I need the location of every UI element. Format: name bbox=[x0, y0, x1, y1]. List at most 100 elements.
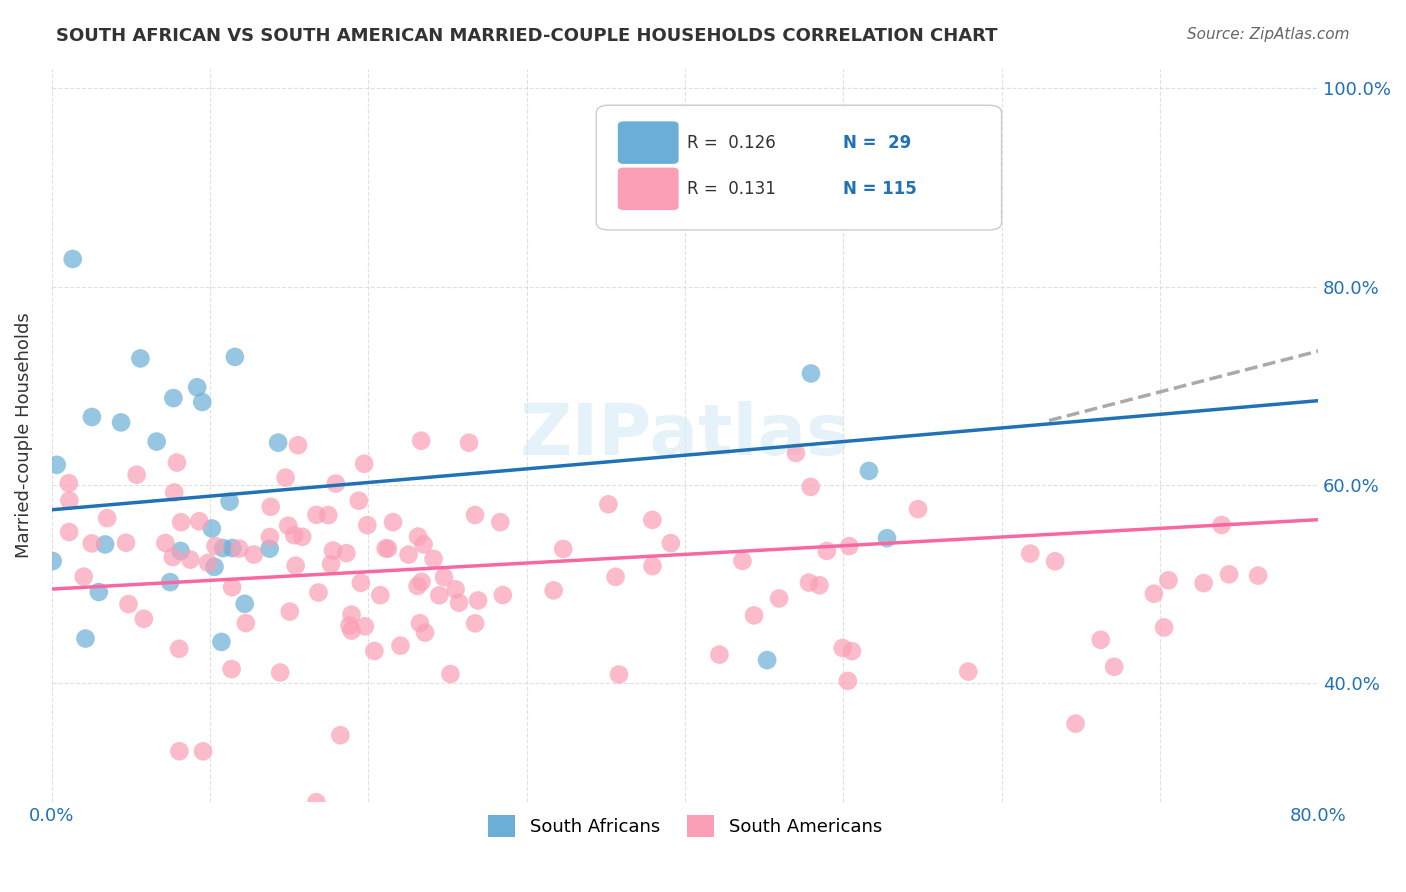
Point bbox=[284, 558, 307, 573]
Point bbox=[221, 580, 243, 594]
Point bbox=[186, 380, 208, 394]
Point bbox=[411, 574, 433, 589]
Point bbox=[368, 588, 391, 602]
Point bbox=[553, 541, 575, 556]
Point bbox=[815, 544, 838, 558]
Point bbox=[235, 616, 257, 631]
Point bbox=[96, 511, 118, 525]
Point bbox=[191, 395, 214, 409]
Point bbox=[1211, 518, 1233, 533]
Point bbox=[422, 552, 444, 566]
Point bbox=[125, 467, 148, 482]
Y-axis label: Married-couple Households: Married-couple Households bbox=[15, 312, 32, 558]
Point bbox=[267, 435, 290, 450]
Point bbox=[162, 391, 184, 405]
Point bbox=[756, 653, 779, 667]
Point bbox=[543, 583, 565, 598]
Point bbox=[287, 438, 309, 452]
Point bbox=[957, 665, 980, 679]
Point bbox=[800, 480, 823, 494]
Point bbox=[1247, 568, 1270, 582]
Text: Source: ZipAtlas.com: Source: ZipAtlas.com bbox=[1187, 27, 1350, 42]
Point bbox=[742, 608, 765, 623]
Point bbox=[316, 508, 339, 522]
Point bbox=[94, 537, 117, 551]
Text: SOUTH AFRICAN VS SOUTH AMERICAN MARRIED-COUPLE HOUSEHOLDS CORRELATION CHART: SOUTH AFRICAN VS SOUTH AMERICAN MARRIED-… bbox=[56, 27, 998, 45]
Point bbox=[305, 795, 328, 809]
Point bbox=[221, 541, 243, 555]
Point bbox=[353, 457, 375, 471]
Point bbox=[356, 518, 378, 533]
Point bbox=[406, 530, 429, 544]
Point bbox=[41, 554, 63, 568]
Point bbox=[398, 548, 420, 562]
Point bbox=[1064, 716, 1087, 731]
Point bbox=[377, 541, 399, 556]
Point bbox=[768, 591, 790, 606]
FancyBboxPatch shape bbox=[596, 105, 1001, 230]
Point bbox=[411, 434, 433, 448]
Point bbox=[145, 434, 167, 449]
Point bbox=[492, 588, 515, 602]
Point bbox=[347, 493, 370, 508]
Point bbox=[197, 556, 219, 570]
Point bbox=[278, 605, 301, 619]
Point bbox=[291, 530, 314, 544]
Point bbox=[641, 559, 664, 574]
Point bbox=[797, 575, 820, 590]
Point bbox=[132, 612, 155, 626]
Point bbox=[1157, 574, 1180, 588]
FancyBboxPatch shape bbox=[617, 121, 679, 164]
Point bbox=[188, 514, 211, 528]
Point bbox=[201, 521, 224, 535]
Point bbox=[841, 644, 863, 658]
Point bbox=[607, 667, 630, 681]
Point bbox=[837, 673, 859, 688]
Point bbox=[1102, 660, 1125, 674]
Point bbox=[169, 544, 191, 558]
Point bbox=[212, 541, 235, 555]
Point bbox=[283, 528, 305, 542]
Point bbox=[117, 597, 139, 611]
Point bbox=[413, 625, 436, 640]
Point bbox=[907, 502, 929, 516]
Point bbox=[363, 644, 385, 658]
Point bbox=[427, 588, 450, 602]
Point bbox=[260, 500, 283, 514]
Point bbox=[439, 667, 461, 681]
Point bbox=[58, 493, 80, 508]
Point bbox=[447, 596, 470, 610]
Point bbox=[598, 497, 620, 511]
Point bbox=[831, 640, 853, 655]
Point bbox=[838, 539, 860, 553]
Point bbox=[464, 508, 486, 522]
Point bbox=[489, 515, 512, 529]
Point bbox=[340, 607, 363, 622]
Point bbox=[433, 570, 456, 584]
Point bbox=[1043, 554, 1066, 568]
Text: ZIPatlas: ZIPatlas bbox=[520, 401, 851, 470]
Text: N = 115: N = 115 bbox=[844, 180, 917, 198]
Point bbox=[382, 515, 405, 529]
Point bbox=[808, 578, 831, 592]
Point bbox=[412, 537, 434, 551]
Point bbox=[605, 570, 627, 584]
Point bbox=[731, 554, 754, 568]
Point bbox=[259, 530, 281, 544]
Text: R =  0.131: R = 0.131 bbox=[688, 180, 776, 198]
Point bbox=[204, 559, 226, 574]
Point bbox=[274, 470, 297, 484]
Point bbox=[350, 575, 373, 590]
Point bbox=[319, 557, 342, 571]
Point bbox=[62, 252, 84, 266]
Point bbox=[389, 639, 412, 653]
Point bbox=[325, 476, 347, 491]
Point bbox=[58, 524, 80, 539]
Point bbox=[1090, 632, 1112, 647]
Point bbox=[374, 541, 396, 556]
Point bbox=[709, 648, 731, 662]
Text: N =  29: N = 29 bbox=[844, 134, 911, 152]
Point bbox=[876, 531, 898, 545]
Point bbox=[259, 541, 281, 556]
Point bbox=[467, 593, 489, 607]
